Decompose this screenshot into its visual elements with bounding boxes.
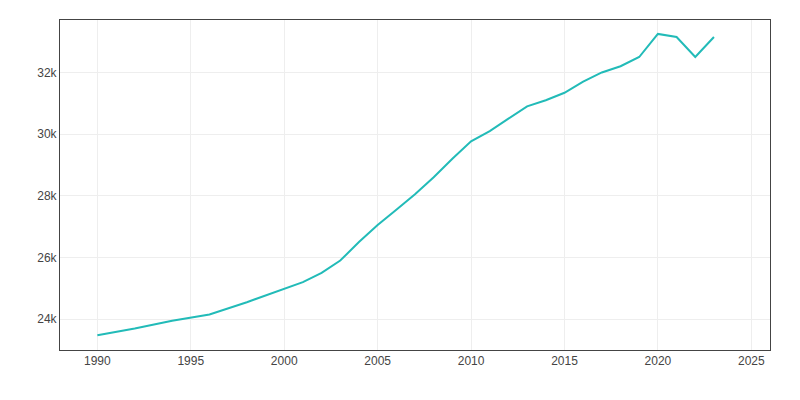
svg-text:2005: 2005 [364,354,391,368]
svg-text:1990: 1990 [84,354,111,368]
svg-text:30k: 30k [37,127,57,141]
svg-text:2025: 2025 [738,354,765,368]
svg-text:2000: 2000 [271,354,298,368]
svg-text:2010: 2010 [458,354,485,368]
svg-text:24k: 24k [37,312,57,326]
svg-text:32k: 32k [37,66,57,80]
svg-text:2015: 2015 [551,354,578,368]
svg-text:26k: 26k [37,251,57,265]
svg-text:28k: 28k [37,189,57,203]
svg-text:1995: 1995 [177,354,204,368]
svg-text:2020: 2020 [645,354,672,368]
